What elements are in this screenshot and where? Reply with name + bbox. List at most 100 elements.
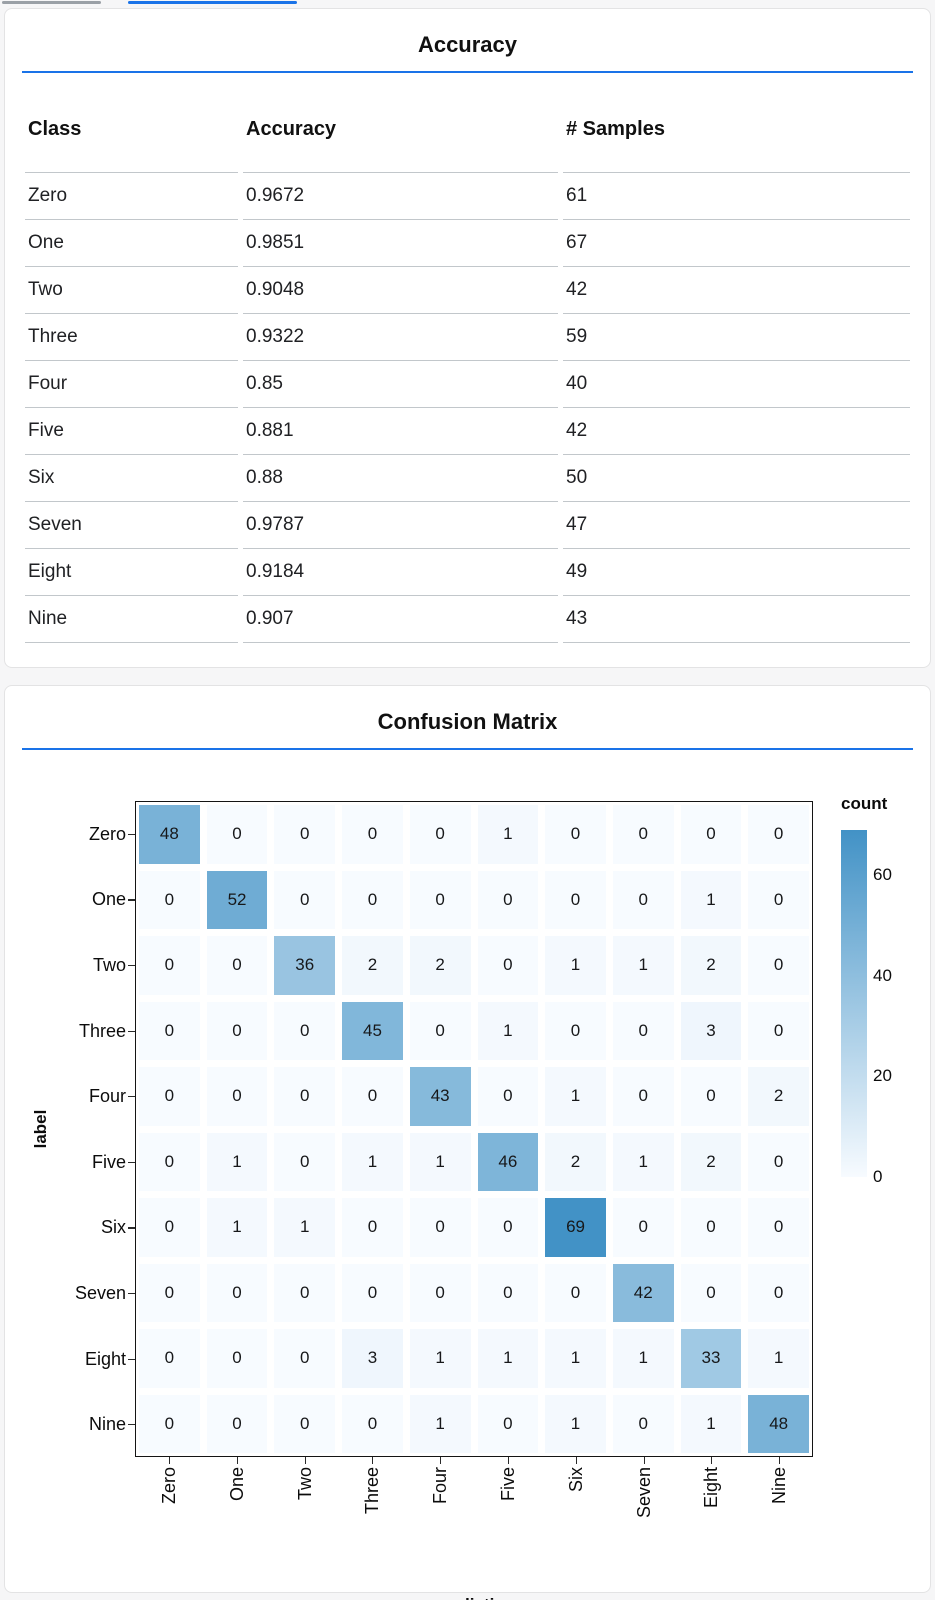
heatmap-cell[interactable]: 0 <box>612 1198 674 1257</box>
heatmap-cell[interactable]: 0 <box>274 870 336 929</box>
heatmap-cell[interactable]: 0 <box>545 870 606 929</box>
heatmap-cell[interactable]: 0 <box>274 1263 336 1322</box>
heatmap-cell[interactable]: 1 <box>680 870 742 929</box>
heatmap-cell[interactable]: 43 <box>409 1067 471 1126</box>
heatmap-cell[interactable]: 0 <box>680 1067 742 1126</box>
heatmap-cell[interactable]: 3 <box>342 1329 403 1388</box>
heatmap-cell[interactable]: 1 <box>477 1001 539 1060</box>
heatmap-cell[interactable]: 0 <box>612 1001 674 1060</box>
heatmap-cell[interactable]: 0 <box>342 1263 403 1322</box>
heatmap-cell[interactable]: 1 <box>612 936 674 995</box>
heatmap-cell[interactable]: 0 <box>748 1198 809 1257</box>
heatmap-cell[interactable]: 0 <box>409 805 471 864</box>
heatmap-cell[interactable]: 0 <box>477 1394 539 1453</box>
heatmap-cell[interactable]: 0 <box>206 1329 268 1388</box>
heatmap-cell[interactable]: 1 <box>612 1329 674 1388</box>
heatmap-cell[interactable]: 1 <box>680 1394 742 1453</box>
heatmap-cell[interactable]: 0 <box>139 1001 200 1060</box>
heatmap-cell[interactable]: 0 <box>206 936 268 995</box>
heatmap-cell[interactable]: 0 <box>612 1067 674 1126</box>
heatmap-cell[interactable]: 0 <box>206 1001 268 1060</box>
heatmap-cell[interactable]: 0 <box>139 936 200 995</box>
heatmap-cell[interactable]: 0 <box>477 1198 539 1257</box>
heatmap-cell[interactable]: 0 <box>206 805 268 864</box>
heatmap-cell[interactable]: 0 <box>748 1001 809 1060</box>
heatmap-cell[interactable]: 0 <box>748 805 809 864</box>
heatmap-cell[interactable]: 0 <box>477 1263 539 1322</box>
heatmap-cell[interactable]: 0 <box>612 805 674 864</box>
tab-indicator-active[interactable] <box>128 1 297 4</box>
heatmap-cell[interactable]: 0 <box>342 870 403 929</box>
heatmap-cell[interactable]: 1 <box>545 1394 606 1453</box>
heatmap-cell[interactable]: 0 <box>206 1067 268 1126</box>
heatmap-cell[interactable]: 0 <box>342 805 403 864</box>
heatmap-cell[interactable]: 1 <box>409 1329 471 1388</box>
heatmap-cell[interactable]: 1 <box>342 1132 403 1191</box>
heatmap-cell[interactable]: 0 <box>680 1263 742 1322</box>
heatmap-cell[interactable]: 0 <box>748 1263 809 1322</box>
heatmap-cell[interactable]: 1 <box>748 1329 809 1388</box>
heatmap-cell[interactable]: 48 <box>748 1394 809 1453</box>
heatmap-cell[interactable]: 0 <box>274 1394 336 1453</box>
heatmap-cell[interactable]: 0 <box>409 1001 471 1060</box>
heatmap-cell[interactable]: 0 <box>342 1198 403 1257</box>
heatmap-cell[interactable]: 1 <box>274 1198 336 1257</box>
heatmap-cell[interactable]: 0 <box>477 870 539 929</box>
heatmap-cell[interactable]: 0 <box>139 1067 200 1126</box>
heatmap-cell[interactable]: 48 <box>139 805 200 864</box>
heatmap-cell[interactable]: 33 <box>680 1329 742 1388</box>
heatmap-cell[interactable]: 0 <box>139 1329 200 1388</box>
heatmap-cell[interactable]: 2 <box>342 936 403 995</box>
heatmap-cell[interactable]: 0 <box>342 1067 403 1126</box>
heatmap-cell[interactable]: 36 <box>274 936 336 995</box>
heatmap-cell[interactable]: 1 <box>409 1394 471 1453</box>
heatmap-cell[interactable]: 2 <box>680 936 742 995</box>
heatmap-cell[interactable]: 0 <box>139 1132 200 1191</box>
heatmap-cell[interactable]: 46 <box>477 1132 539 1191</box>
heatmap-cell[interactable]: 2 <box>545 1132 606 1191</box>
heatmap-cell[interactable]: 42 <box>612 1263 674 1322</box>
heatmap-cell[interactable]: 0 <box>139 870 200 929</box>
heatmap-cell[interactable]: 1 <box>409 1132 471 1191</box>
heatmap-cell[interactable]: 0 <box>139 1198 200 1257</box>
heatmap-cell[interactable]: 0 <box>409 870 471 929</box>
heatmap-cell[interactable]: 1 <box>477 1329 539 1388</box>
heatmap-cell[interactable]: 69 <box>545 1198 606 1257</box>
heatmap-cell[interactable]: 0 <box>748 1132 809 1191</box>
heatmap-cell[interactable]: 0 <box>748 870 809 929</box>
heatmap-cell[interactable]: 0 <box>274 805 336 864</box>
tab-indicator-inactive[interactable] <box>2 1 101 4</box>
heatmap-cell[interactable]: 52 <box>206 870 268 929</box>
heatmap-cell[interactable]: 2 <box>409 936 471 995</box>
heatmap-cell[interactable]: 0 <box>274 1329 336 1388</box>
heatmap-cell[interactable]: 0 <box>342 1394 403 1453</box>
heatmap-cell[interactable]: 1 <box>545 1329 606 1388</box>
heatmap-cell[interactable]: 0 <box>612 870 674 929</box>
heatmap-cell[interactable]: 0 <box>612 1394 674 1453</box>
heatmap-cell[interactable]: 1 <box>545 1067 606 1126</box>
heatmap-cell[interactable]: 1 <box>206 1198 268 1257</box>
heatmap-cell[interactable]: 1 <box>477 805 539 864</box>
heatmap-cell[interactable]: 0 <box>139 1263 200 1322</box>
heatmap-cell[interactable]: 0 <box>477 936 539 995</box>
heatmap-cell[interactable]: 0 <box>409 1263 471 1322</box>
heatmap-cell[interactable]: 0 <box>680 1198 742 1257</box>
heatmap-cell[interactable]: 1 <box>206 1132 268 1191</box>
heatmap-cell[interactable]: 0 <box>206 1263 268 1322</box>
heatmap-cell[interactable]: 2 <box>680 1132 742 1191</box>
heatmap-cell[interactable]: 1 <box>612 1132 674 1191</box>
heatmap-cell[interactable]: 0 <box>274 1067 336 1126</box>
heatmap-cell[interactable]: 2 <box>748 1067 809 1126</box>
heatmap-cell[interactable]: 45 <box>342 1001 403 1060</box>
heatmap-cell[interactable]: 0 <box>545 1001 606 1060</box>
heatmap-cell[interactable]: 1 <box>545 936 606 995</box>
heatmap-cell[interactable]: 0 <box>274 1001 336 1060</box>
heatmap-cell[interactable]: 0 <box>545 1263 606 1322</box>
heatmap-cell[interactable]: 0 <box>206 1394 268 1453</box>
heatmap-cell[interactable]: 3 <box>680 1001 742 1060</box>
heatmap-cell[interactable]: 0 <box>680 805 742 864</box>
heatmap-cell[interactable]: 0 <box>748 936 809 995</box>
heatmap-cell[interactable]: 0 <box>545 805 606 864</box>
heatmap-cell[interactable]: 0 <box>139 1394 200 1453</box>
heatmap-cell[interactable]: 0 <box>409 1198 471 1257</box>
